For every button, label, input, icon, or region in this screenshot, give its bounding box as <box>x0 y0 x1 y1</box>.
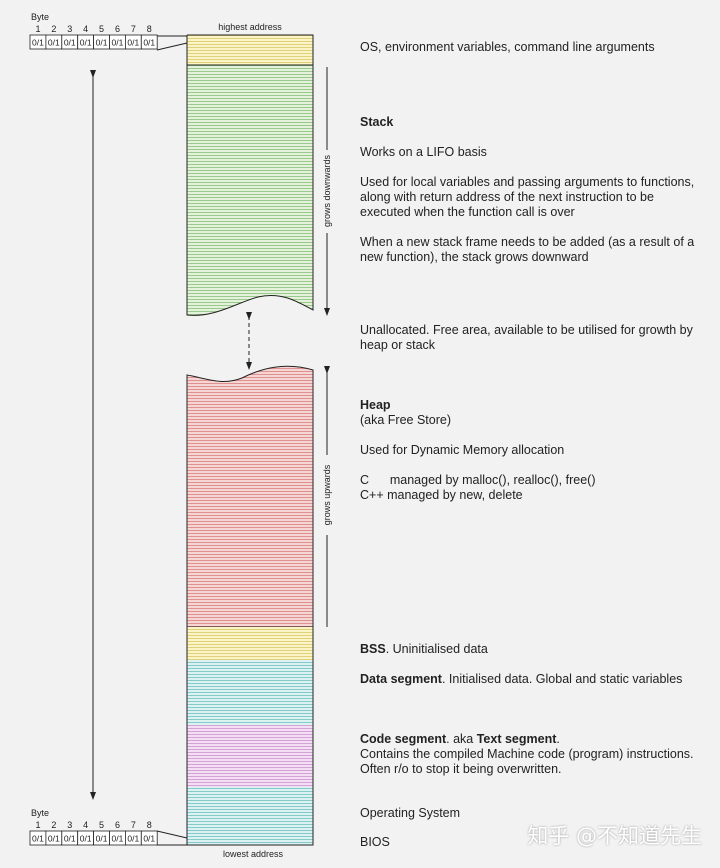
bit-value: 0/1 <box>127 38 139 48</box>
byte-number: 5 <box>99 820 104 830</box>
os-env-segment <box>187 35 313 65</box>
text: Contains the compiled Machine code (prog… <box>360 747 694 761</box>
grows-downwards: grows downwards <box>322 154 332 227</box>
title: Text segment <box>476 732 557 746</box>
text: Code segment. aka Text segment. <box>360 732 705 747</box>
os-bios-segment <box>187 787 313 845</box>
title: Data segment <box>360 672 442 686</box>
text: Used for Dynamic Memory allocation <box>360 443 565 457</box>
text: Unallocated. Free area, available to be … <box>360 323 693 352</box>
bios-desc: BIOS <box>360 835 705 850</box>
byte-number: 1 <box>35 24 40 34</box>
os-desc: Operating System <box>360 806 705 821</box>
text: BIOS <box>360 835 390 849</box>
text: Operating System <box>360 806 461 820</box>
text: Often r/o to stop it being overwritten. <box>360 762 562 776</box>
column-border <box>186 34 314 65</box>
stack-desc: Stack Works on a LIFO basis Used for loc… <box>360 115 705 265</box>
bit-value: 0/1 <box>96 834 108 844</box>
bit-value: 0/1 <box>32 38 44 48</box>
bit-value: 0/1 <box>112 38 124 48</box>
byte-label: Byte <box>31 12 49 22</box>
heap-segment <box>186 365 314 628</box>
text: . Initialised data. Global and static va… <box>441 672 683 686</box>
bss-segment <box>187 627 313 660</box>
code-desc: Code segment. aka Text segment. Contains… <box>360 732 705 777</box>
byte-number: 6 <box>115 820 120 830</box>
bit-cell <box>140 34 158 50</box>
byte-number: 2 <box>51 820 56 830</box>
bit-value: 0/1 <box>143 834 155 844</box>
watermark: 知乎 @不知道先生 <box>527 824 702 848</box>
unallocated-desc: Unallocated. Free area, available to be … <box>360 323 705 353</box>
bit-value: 0/1 <box>64 834 76 844</box>
byte-number: 3 <box>67 820 72 830</box>
byte-number: 1 <box>35 820 40 830</box>
text: C managed by malloc(), realloc(), free() <box>360 473 596 487</box>
byte-number: 5 <box>99 24 104 34</box>
title: Code segment <box>360 732 447 746</box>
text: C++ managed by new, delete <box>360 488 523 502</box>
text: . Uninitialised data <box>385 642 488 656</box>
byte-number: 7 <box>131 24 136 34</box>
byte-number: 6 <box>115 24 120 34</box>
text: OS, environment variables, command line … <box>360 40 655 54</box>
byte-number: 8 <box>147 820 152 830</box>
byte-number: 8 <box>147 24 152 34</box>
data-segment <box>187 660 313 725</box>
text: When a new stack frame needs to be added… <box>360 235 695 264</box>
byte-number: 3 <box>67 24 72 34</box>
title: Stack <box>360 115 705 130</box>
bit-value: 0/1 <box>80 834 92 844</box>
byte-number: 7 <box>131 820 136 830</box>
connector <box>156 35 188 51</box>
column-border <box>186 627 314 846</box>
text: Used for local variables and passing arg… <box>360 175 695 219</box>
bit-value: 0/1 <box>127 834 139 844</box>
bss-desc: BSS. Uninitialised data <box>360 642 705 657</box>
title: Heap <box>360 398 705 413</box>
text: . aka <box>446 732 477 746</box>
bit-value: 0/1 <box>112 834 124 844</box>
bit-value: 0/1 <box>48 38 60 48</box>
data-desc: Data segment. Initialised data. Global a… <box>360 672 705 687</box>
grows-upwards: grows upwards <box>322 464 332 525</box>
bit-cell <box>140 830 158 846</box>
text: . <box>556 732 560 746</box>
bit-value: 0/1 <box>48 834 60 844</box>
heap-desc: Heap (aka Free Store) Used for Dynamic M… <box>360 398 705 503</box>
text: Works on a LIFO basis <box>360 145 487 159</box>
stack-segment <box>186 64 314 316</box>
highest-address: highest address <box>218 22 282 32</box>
bit-value: 0/1 <box>32 834 44 844</box>
bit-value: 0/1 <box>80 38 92 48</box>
text: BSS. Uninitialised data <box>360 642 705 657</box>
byte-number: 4 <box>83 24 88 34</box>
byte-number: 2 <box>51 24 56 34</box>
lowest-address: lowest address <box>223 849 284 859</box>
title: Heap <box>360 398 391 412</box>
bit-value: 0/1 <box>96 38 108 48</box>
byte-label: Byte <box>31 808 49 818</box>
bit-value: 0/1 <box>64 38 76 48</box>
connector <box>156 830 188 846</box>
byte-number: 4 <box>83 820 88 830</box>
bit-value: 0/1 <box>143 38 155 48</box>
title: BSS <box>360 642 386 656</box>
text: Data segment. Initialised data. Global a… <box>360 672 705 687</box>
title: Stack <box>360 115 394 129</box>
text: (aka Free Store) <box>360 413 452 427</box>
os-env-desc: OS, environment variables, command line … <box>360 40 705 55</box>
code-segment <box>187 725 313 787</box>
